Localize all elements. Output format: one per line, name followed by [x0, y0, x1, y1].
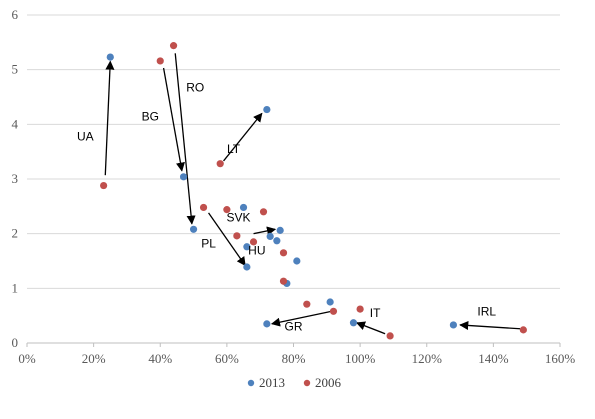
arrow-ua: [104, 60, 115, 176]
x-tick-label: 0%: [18, 351, 36, 366]
label-gr: GR: [285, 319, 303, 333]
legend-marker-2006: [303, 379, 311, 387]
point-2013: [243, 243, 251, 251]
point-2006: [519, 326, 527, 334]
label-pl: PL: [201, 236, 216, 250]
point-2006: [100, 181, 108, 190]
point-2013: [239, 203, 248, 212]
label-irl: IRL: [477, 305, 496, 319]
arrow-pl: [208, 212, 246, 267]
y-tick-label: 4: [12, 116, 19, 131]
legend-marker-2013: [247, 379, 255, 387]
point-2006: [386, 332, 394, 340]
legend: 2013 2006: [247, 375, 342, 390]
point-2013: [106, 53, 114, 61]
label-lt: LT: [227, 142, 241, 156]
x-tick-label: 80%: [282, 351, 306, 366]
arrow-it: [355, 321, 386, 335]
annotation-labels: UA BG RO LT SVK PL HU GR IT IRL: [77, 81, 496, 334]
arrow-lt: [223, 112, 263, 162]
label-ua: UA: [77, 130, 94, 144]
point-2006: [249, 238, 258, 246]
arrow-ro: [174, 53, 196, 225]
y-tick-label: 3: [12, 171, 19, 186]
annotation-arrows: [104, 53, 521, 335]
point-2013: [276, 226, 284, 234]
data-points: [100, 42, 527, 340]
point-2013: [266, 232, 274, 240]
x-tick-label: 140%: [478, 351, 509, 366]
point-2006: [279, 277, 288, 285]
label-hu: HU: [248, 243, 265, 257]
y-tick-label: 0: [12, 335, 19, 350]
point-2006: [329, 307, 338, 315]
label-it: IT: [370, 306, 381, 320]
point-2006: [259, 208, 268, 216]
x-tick-label: 100%: [345, 351, 376, 366]
point-2006: [169, 42, 178, 50]
point-2013: [293, 257, 301, 265]
x-tick-label: 60%: [215, 351, 239, 366]
arrow-gr: [270, 310, 332, 327]
point-2013: [449, 321, 457, 329]
point-2013: [189, 225, 198, 233]
legend-label-2006: 2006: [315, 375, 342, 390]
label-svk: SVK: [227, 211, 251, 225]
label-ro: RO: [186, 81, 204, 95]
gridlines: [27, 14, 560, 344]
point-2006: [303, 300, 311, 308]
x-tick-label: 40%: [148, 351, 172, 366]
arrow-bg: [162, 67, 185, 172]
point-2013: [179, 173, 188, 181]
label-bg: BG: [142, 110, 159, 124]
point-2006: [356, 305, 364, 313]
y-tick-label: 2: [12, 226, 19, 241]
point-2006: [156, 57, 164, 65]
point-2013: [273, 237, 281, 245]
legend-label-2013: 2013: [259, 375, 285, 390]
point-2013: [349, 319, 358, 327]
y-tick-label: 6: [12, 7, 19, 22]
point-2013: [263, 320, 271, 328]
point-2006: [199, 203, 208, 212]
point-2006: [279, 249, 288, 257]
y-tick-label: 1: [12, 280, 19, 295]
x-tick-label: 120%: [412, 351, 443, 366]
point-2013: [243, 263, 251, 271]
y-tick-label: 5: [12, 62, 19, 77]
point-2013: [326, 298, 334, 306]
point-2013: [263, 105, 271, 114]
point-2006: [233, 232, 241, 240]
x-tick-label: 20%: [82, 351, 106, 366]
arrow-irl: [459, 320, 521, 331]
point-2006: [223, 206, 231, 214]
x-tick-label: 160%: [545, 351, 576, 366]
arrow-svk: [253, 226, 277, 236]
point-2006: [216, 160, 224, 168]
